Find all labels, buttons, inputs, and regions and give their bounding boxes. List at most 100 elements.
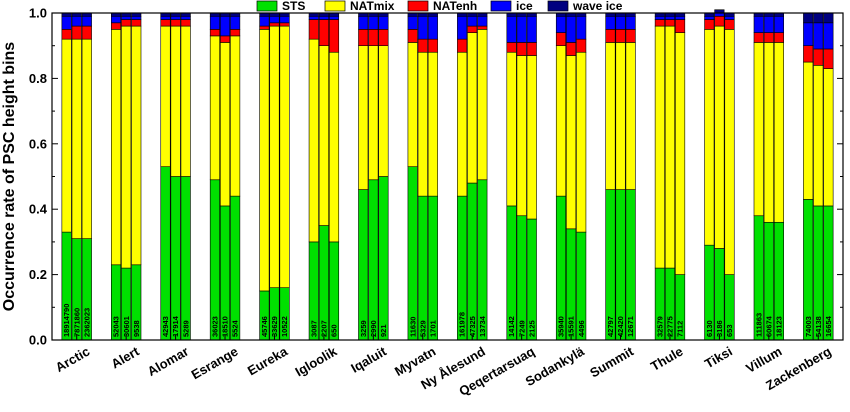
bar-segment-natmix [81, 38, 92, 239]
bar-segment-natmix [516, 55, 527, 217]
bar-segment-natmix [180, 25, 191, 177]
bar-count-label: 18510 [221, 316, 230, 337]
bar-segment-natmix [417, 51, 428, 197]
bar-segment-ice [209, 15, 220, 30]
bar-segment-natmix [71, 38, 82, 239]
bar-count-label: 5329 [418, 320, 427, 337]
bar-segment-natmix [675, 32, 686, 275]
bar-segment-natenh [625, 29, 636, 43]
bar-segment-natmix [269, 25, 280, 288]
legend-swatch [547, 0, 569, 12]
bar-count-label: 42797 [606, 316, 615, 337]
bar-segment-natmix [219, 42, 231, 207]
bar-segment-natmix [467, 32, 478, 184]
bar-segment-natmix [259, 29, 270, 292]
bars-layer [61, 9, 834, 341]
bar-segment-ice [131, 15, 142, 20]
bar-count-label: 32579 [655, 316, 664, 337]
bar-segment-natenh [378, 29, 389, 47]
bar-segment-natmix [724, 29, 735, 275]
bar-segment-ice [358, 15, 369, 30]
bar-segment-natenh [724, 19, 735, 30]
bar-segment-natmix [803, 61, 814, 200]
legend-swatch [490, 0, 512, 12]
bar-segment-natenh [753, 32, 764, 43]
bar-segment-ice [417, 15, 428, 40]
bar-segment-natmix [318, 45, 329, 226]
bar-segment-sts [358, 189, 369, 341]
bar-segment-ice [308, 15, 319, 20]
bar-segment-ice [180, 15, 191, 20]
bar-segment-ice [615, 15, 626, 30]
bar-segment-ice [318, 15, 329, 20]
bar-count-label: 1701 [428, 320, 437, 337]
bar-count-label: 16654 [824, 315, 833, 337]
bar-segment-natenh [368, 29, 379, 47]
bar-segment-natenh [823, 48, 834, 69]
bar-count-label: 52043 [112, 316, 121, 337]
bar-count-label: 13734 [478, 315, 487, 337]
bar-segment-ice [427, 15, 438, 40]
station-label: Esrange [189, 344, 241, 383]
bar-segment-ice [506, 15, 517, 43]
bar-segment-ice [467, 15, 478, 27]
bar-segment-natmix [555, 45, 567, 197]
bar-segment-ice [516, 15, 527, 43]
bar-segment-ice [378, 15, 389, 30]
station-label: Iqaluit [348, 343, 389, 375]
bar-count-label: 7871860 [72, 308, 81, 337]
bar-count-label: 5524 [231, 319, 240, 337]
bar-segment-natmix [753, 42, 764, 217]
bar-segment-sts [230, 195, 241, 341]
station-label: Igloolik [293, 343, 341, 379]
bar-segment-natenh [506, 42, 517, 53]
bar-segment-natmix [664, 25, 676, 269]
bar-segment-ice [566, 15, 577, 43]
bar-count-label: 3087 [309, 320, 318, 337]
bar-segment-ice [526, 15, 537, 43]
bar-segment-ice [477, 15, 488, 27]
bar-count-label: 18914790 [62, 304, 71, 337]
bar-segment-natenh [279, 22, 290, 27]
bar-segment-natmix [704, 29, 715, 246]
bar-segment-ice [269, 15, 280, 24]
bar-segment-ice [664, 15, 676, 20]
bar-segment-natenh [131, 19, 142, 27]
bar-segment-natmix [131, 25, 142, 266]
bar-segment-ice [773, 15, 784, 33]
bar-segment-ice [230, 15, 241, 30]
bar-count-label: 161978 [458, 312, 467, 337]
bar-segment-natmix [368, 45, 379, 181]
bar-segment-natmix [358, 45, 369, 190]
bar-segment-natmix [378, 45, 389, 177]
station-label: Alert [109, 343, 143, 371]
bar-segment-ice [219, 15, 231, 37]
bar-count-label: 7249 [517, 320, 526, 337]
bar-segment-natenh [219, 35, 231, 43]
bar-segment-natenh [773, 32, 784, 43]
bar-count-label: 45746 [260, 316, 269, 337]
station-label: Eureka [245, 343, 291, 378]
bar-segment-sts [160, 166, 171, 341]
bar-segment-natmix [457, 51, 468, 197]
bar-count-label: 47325 [468, 316, 477, 337]
bar-segment-sts [209, 179, 220, 341]
bar-segment-wave-ice [823, 12, 834, 24]
bar-segment-natmix [308, 38, 319, 243]
y-tick-label: 1.0 [29, 6, 47, 21]
bar-segment-natmix [763, 42, 774, 223]
legend-swatch [324, 0, 346, 12]
bar-count-label: 33629 [270, 316, 279, 337]
bar-segment-ice [279, 15, 290, 24]
bar-count-label: 111863 [754, 313, 763, 337]
bar-segment-natenh [704, 19, 715, 30]
bar-segment-natmix [170, 25, 181, 177]
bar-segment-natenh [61, 29, 72, 40]
bar-segment-natenh [763, 32, 774, 43]
bar-segment-natenh [427, 38, 438, 53]
bar-count-label: 2125 [527, 320, 536, 337]
y-tick-label: 0.2 [29, 267, 47, 282]
bar-count-label: 9538 [132, 320, 141, 337]
bar-segment-natenh [813, 48, 824, 66]
